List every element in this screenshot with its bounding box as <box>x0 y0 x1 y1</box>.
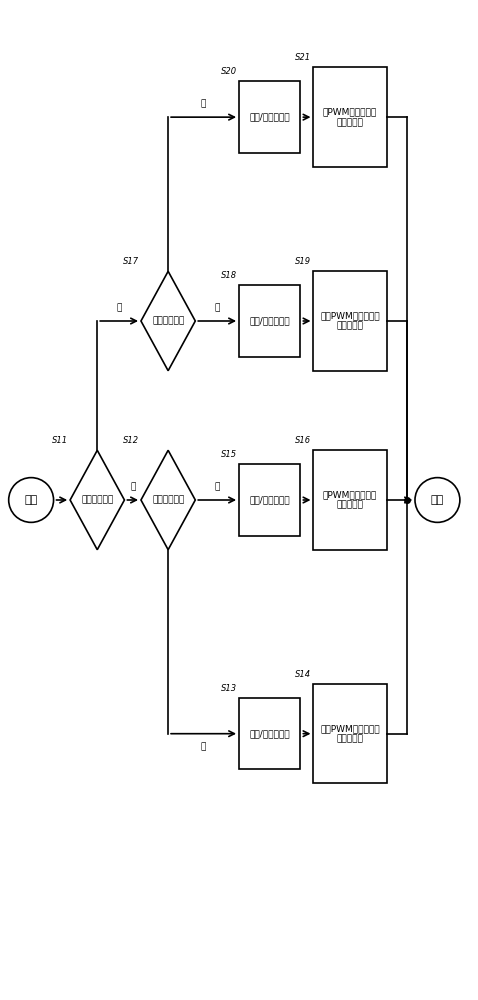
Text: 频率/占空比设定: 频率/占空比设定 <box>250 316 290 325</box>
Text: S11: S11 <box>52 436 68 445</box>
Text: S19: S19 <box>295 257 311 266</box>
Text: 频率/占空比设定: 频率/占空比设定 <box>250 729 290 738</box>
Text: 将PWM信号输出到
电机驱动部: 将PWM信号输出到 电机驱动部 <box>323 107 377 127</box>
Text: S17: S17 <box>122 257 139 266</box>
Text: S21: S21 <box>295 53 311 62</box>
Text: S13: S13 <box>220 684 237 693</box>
Text: 电机停止时？: 电机停止时？ <box>152 495 184 504</box>
Text: 是: 是 <box>201 742 206 751</box>
Text: 电机停止时？: 电机停止时？ <box>152 316 184 325</box>
Text: 将PWM信号输出到
电机驱动部: 将PWM信号输出到 电机驱动部 <box>323 490 377 510</box>
Text: 是: 是 <box>215 304 220 313</box>
Text: 结束: 结束 <box>431 495 444 505</box>
Text: 不将PWM信号输出到
电机驱动部: 不将PWM信号输出到 电机驱动部 <box>320 311 380 331</box>
Text: 电机正常时？: 电机正常时？ <box>81 495 113 504</box>
Text: 是: 是 <box>130 483 135 492</box>
Text: S15: S15 <box>220 450 237 459</box>
Text: 开始: 开始 <box>24 495 38 505</box>
Text: 否: 否 <box>215 483 220 492</box>
Text: S12: S12 <box>122 436 139 445</box>
Text: 不将PWM信号输出到
电机驱动部: 不将PWM信号输出到 电机驱动部 <box>320 724 380 743</box>
Text: 否: 否 <box>117 304 122 313</box>
Text: S20: S20 <box>220 67 237 76</box>
Text: S16: S16 <box>295 436 311 445</box>
Text: 否: 否 <box>201 100 206 109</box>
Text: S18: S18 <box>220 271 237 280</box>
Text: 频率/占空比设定: 频率/占空比设定 <box>250 113 290 122</box>
Text: S14: S14 <box>295 670 311 679</box>
Text: 频率/占空比设定: 频率/占空比设定 <box>250 495 290 504</box>
